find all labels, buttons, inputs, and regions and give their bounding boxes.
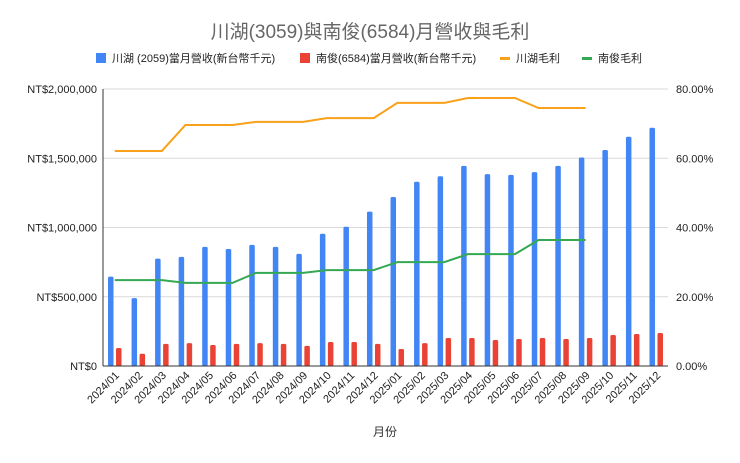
bar [343, 226, 349, 366]
bar [374, 343, 381, 366]
y2-tick-label: 40.00% [676, 223, 714, 235]
legend-swatch [582, 57, 592, 60]
bar [531, 172, 538, 366]
bar [116, 347, 122, 366]
bar [484, 174, 491, 366]
legend-swatch [300, 53, 310, 63]
bar [327, 342, 334, 366]
gridlines [103, 88, 668, 298]
bar [602, 149, 608, 366]
bar [414, 181, 420, 366]
chart-title: 川湖(3059)與南俊(6584)月營收與毛利 [211, 21, 530, 43]
bar [390, 197, 397, 366]
bar [225, 248, 232, 366]
bar [178, 256, 185, 366]
bar [610, 334, 616, 366]
bar [586, 338, 593, 366]
x-axis-label: 月份 [373, 425, 397, 439]
series-line [114, 97, 586, 152]
bar [492, 339, 499, 366]
bar [508, 174, 514, 366]
bars [108, 127, 663, 366]
bar [563, 338, 569, 366]
bar [233, 343, 240, 366]
bar [625, 136, 632, 366]
bar [445, 338, 452, 366]
bar [257, 343, 263, 366]
bar [539, 338, 546, 366]
bar [319, 233, 326, 366]
bar [398, 348, 405, 366]
y-tick-label: NT$2,000,000 [27, 84, 97, 96]
bar [469, 338, 475, 366]
bar [202, 246, 208, 366]
bar [351, 342, 357, 366]
bar [366, 211, 373, 366]
bar [249, 244, 255, 366]
bar [210, 344, 216, 366]
bar [657, 333, 663, 366]
bar [186, 343, 193, 366]
legend-label: 川湖 (2059)當月營收(新台幣千元) [112, 51, 275, 65]
bar [437, 176, 444, 366]
series-line [114, 238, 586, 284]
legend: 川湖 (2059)當月營收(新台幣千元) 南俊(6584)當月營收(新台幣千元) 川… [96, 51, 642, 65]
bar [272, 246, 279, 366]
y2-tick-label: 0.00% [676, 361, 707, 373]
y-tick-label: NT$0 [70, 361, 97, 373]
bar [516, 338, 522, 366]
legend-label: 川湖毛利 [516, 52, 560, 65]
bar [163, 343, 169, 366]
legend-label: 南俊(6584)當月營收(新台幣千元) [316, 51, 476, 65]
bar [108, 276, 114, 366]
bar [296, 253, 302, 366]
legend-swatch [96, 53, 106, 63]
bar [155, 258, 161, 366]
bar [280, 343, 287, 366]
y2-tick-label: 60.00% [676, 153, 714, 165]
bar [131, 298, 138, 366]
y-tick-label: NT$500,000 [36, 292, 97, 304]
y-tick-label: NT$1,000,000 [27, 223, 97, 235]
y2-tick-label: 80.00% [676, 84, 714, 96]
bar [422, 343, 428, 366]
legend-label: 南俊毛利 [598, 51, 642, 65]
bar [555, 165, 561, 366]
bar [649, 127, 655, 366]
bar [633, 334, 640, 366]
y-tick-label: NT$1,500,000 [27, 153, 97, 165]
bar [304, 345, 310, 366]
bar [578, 157, 585, 366]
legend-swatch [500, 57, 510, 60]
lines [114, 97, 586, 284]
y2-tick-label: 20.00% [676, 292, 714, 304]
bar [139, 353, 146, 366]
bar [461, 165, 467, 366]
